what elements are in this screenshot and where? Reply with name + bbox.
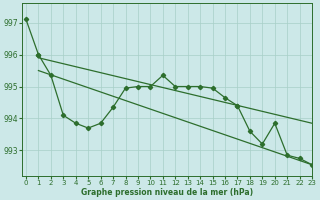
X-axis label: Graphe pression niveau de la mer (hPa): Graphe pression niveau de la mer (hPa): [81, 188, 253, 197]
